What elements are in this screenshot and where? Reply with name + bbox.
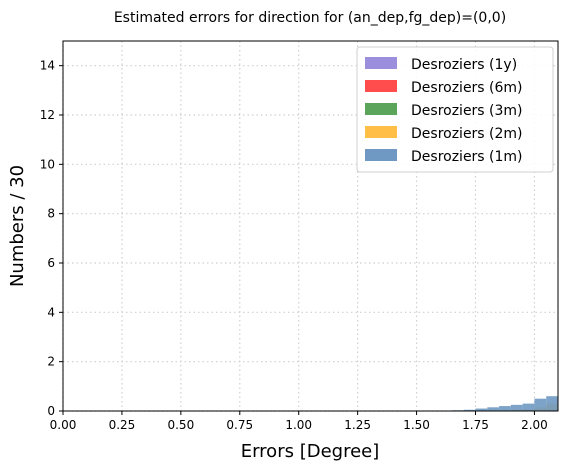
x-tick-label: 0.25	[109, 418, 136, 432]
histogram-bar	[475, 408, 488, 411]
legend-entry-label: Desroziers (1y)	[411, 57, 517, 73]
histogram-bar	[487, 407, 500, 411]
x-axis: 0.00 0.25 0.50 0.75 1.00 1.25 1.50 1.75 2.00	[50, 411, 548, 432]
x-tick-label: 1.25	[344, 418, 371, 432]
x-tick-label: 1.75	[462, 418, 489, 432]
histogram-bars	[440, 396, 558, 411]
chart-title: Estimated errors for direction for (an_d…	[114, 10, 506, 26]
x-tick-label: 0.00	[50, 418, 77, 432]
legend-entry-label: Desroziers (3m)	[411, 103, 523, 119]
histogram-bar	[499, 406, 511, 411]
histogram-bar	[534, 398, 547, 411]
y-tick-label: 4	[47, 305, 55, 319]
legend: Desroziers (1y) Desroziers (6m) Desroziers…	[356, 46, 554, 173]
legend-entry-label: Desroziers (6m)	[411, 80, 523, 96]
y-tick-label: 12	[40, 108, 55, 122]
x-axis-title: Errors [Degree]	[241, 441, 380, 462]
x-tick-label: 1.50	[403, 418, 430, 432]
y-tick-label: 6	[47, 256, 55, 270]
legend-box	[356, 46, 554, 173]
y-tick-label: 8	[47, 207, 55, 221]
histogram-bar	[522, 403, 535, 411]
x-tick-label: 0.75	[226, 418, 253, 432]
legend-entry-label: Desroziers (1m)	[411, 149, 523, 165]
plot-frame	[62, 40, 559, 412]
y-axis-title: Numbers / 30	[7, 165, 28, 287]
legend-swatch	[365, 57, 397, 69]
histogram-bar	[510, 404, 523, 411]
legend-swatch	[365, 149, 397, 161]
x-tick-label: 2.00	[521, 418, 548, 432]
x-tick-label: 1.00	[285, 418, 312, 432]
y-tick-label: 10	[40, 157, 55, 171]
legend-entry-label: Desroziers (2m)	[411, 126, 523, 142]
legend-swatch	[365, 126, 397, 138]
histogram-bar	[463, 409, 476, 411]
histogram-bar	[546, 396, 558, 411]
y-tick-label: 14	[40, 59, 55, 73]
y-tick-label: 2	[47, 355, 55, 369]
x-tick-label: 0.50	[167, 418, 194, 432]
legend-swatch	[365, 80, 397, 92]
legend-swatch	[365, 103, 397, 115]
y-tick-label: 0	[47, 404, 55, 418]
y-axis: 0 2 4 6 8 10 12 14	[40, 59, 63, 418]
